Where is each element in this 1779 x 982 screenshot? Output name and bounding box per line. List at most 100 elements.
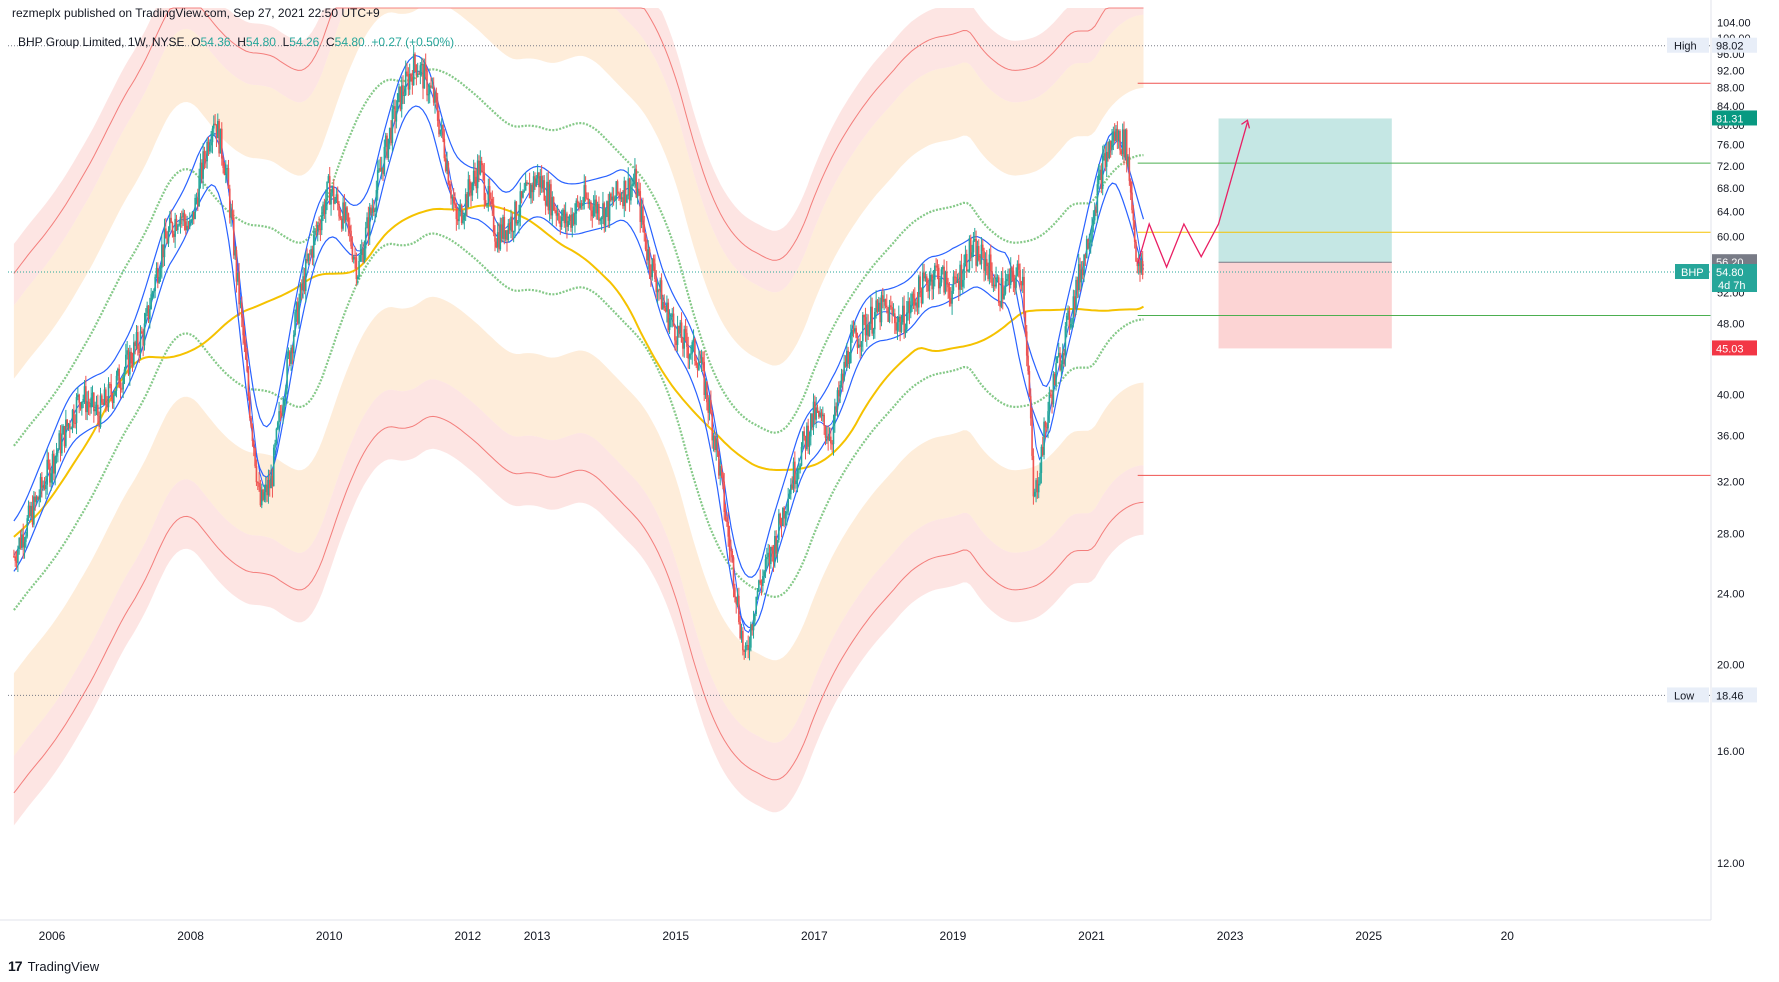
- candle-body: [948, 287, 951, 299]
- candle-body: [539, 176, 542, 188]
- time-tick-label: 2021: [1078, 929, 1105, 943]
- candle-body: [398, 86, 400, 94]
- candle-body: [904, 329, 907, 334]
- candle-body: [991, 271, 993, 286]
- candle-body: [21, 534, 23, 548]
- candle-body: [179, 216, 182, 225]
- candle-body: [242, 317, 244, 336]
- candle-body: [1077, 264, 1080, 291]
- candle-body: [674, 325, 676, 341]
- candle-body: [724, 512, 727, 520]
- candle-body: [981, 244, 984, 252]
- candle-body: [1015, 275, 1017, 288]
- candle-body: [436, 102, 439, 121]
- candle-body: [636, 188, 639, 198]
- candle-body: [1041, 446, 1044, 455]
- candle-body: [183, 212, 186, 222]
- candle-body: [848, 363, 851, 365]
- candle-body: [468, 179, 471, 190]
- candle-body: [656, 289, 659, 293]
- candle-body: [105, 389, 107, 405]
- candle-body: [366, 217, 368, 228]
- candle-body: [960, 264, 963, 287]
- candle-body: [1048, 394, 1051, 412]
- candle-body: [554, 210, 556, 212]
- candle-body: [719, 466, 722, 476]
- symbol-legend[interactable]: BHP Group Limited, 1W, NYSE O54.36 H54.8…: [18, 35, 454, 49]
- candle-body: [86, 401, 88, 413]
- candle-body: [766, 557, 768, 560]
- price-tag-countdown: 4d 7h: [1718, 280, 1746, 292]
- candle-body: [130, 351, 132, 364]
- candle-body: [111, 394, 114, 404]
- candle-body: [416, 73, 419, 76]
- candle-body: [568, 215, 571, 221]
- candle-body: [189, 220, 191, 227]
- candle-body: [107, 384, 110, 408]
- candle-body: [454, 203, 456, 206]
- candle-body: [599, 219, 602, 221]
- candle-body: [640, 206, 643, 223]
- price-tag: 18.46 Low: [1667, 687, 1757, 703]
- candle-body: [846, 350, 848, 367]
- candle-body: [35, 496, 38, 502]
- candle-body: [774, 536, 776, 563]
- candle-body: [304, 259, 307, 291]
- candle-body: [612, 196, 615, 201]
- candle-body: [702, 357, 704, 362]
- candle-body: [264, 484, 267, 493]
- candle-body: [672, 313, 675, 326]
- position-zones: [1218, 118, 1392, 349]
- candle-body: [913, 298, 916, 306]
- time-tick-label: 2012: [454, 929, 481, 943]
- candle-body: [276, 422, 279, 429]
- candle-body: [190, 220, 192, 222]
- candle-body: [1133, 220, 1136, 242]
- candle-body: [738, 595, 740, 622]
- candle-body: [1137, 261, 1140, 267]
- candle-body: [1043, 421, 1045, 455]
- candle-body: [900, 322, 903, 332]
- candle-body: [138, 348, 140, 354]
- candle-body: [572, 214, 575, 225]
- candle-body: [1135, 241, 1137, 262]
- candle-body: [298, 301, 300, 324]
- candle-body: [470, 189, 472, 196]
- candle-body: [799, 465, 801, 469]
- candle-body: [51, 453, 54, 474]
- candle-body: [243, 335, 246, 344]
- candle-body: [314, 230, 316, 235]
- candle-body: [97, 404, 99, 416]
- candle-body: [811, 413, 813, 427]
- candle-body: [574, 213, 576, 225]
- candle-body: [222, 158, 224, 168]
- candle-body: [195, 197, 198, 199]
- time-axis[interactable]: 2006 2008 2010 2012 2013 2015 2017 2019 2021 2023…: [39, 929, 1515, 943]
- candle-body: [1095, 209, 1097, 213]
- candle-body: [506, 230, 508, 240]
- candle-body: [1028, 371, 1031, 397]
- candle-body: [860, 341, 863, 347]
- candle-body: [318, 224, 320, 229]
- candle-body: [1113, 131, 1116, 141]
- candle-body: [818, 410, 820, 417]
- candle-body: [328, 176, 331, 205]
- price-tag: 81.31: [1712, 110, 1757, 126]
- candle-body: [708, 400, 711, 413]
- candle-body: [62, 426, 64, 435]
- candle-body: [408, 73, 411, 90]
- tradingview-footer[interactable]: 17 TradingView: [8, 958, 99, 974]
- candle-body: [584, 185, 587, 199]
- candle-body: [712, 435, 715, 441]
- candle-body: [770, 546, 772, 565]
- candle-body: [683, 329, 686, 349]
- candle-body: [519, 191, 522, 216]
- candle-body: [307, 253, 310, 262]
- candle-body: [883, 299, 885, 302]
- price-axis[interactable]: 104.00100.0096.0092.0088.0084.0080.0076.…: [1717, 18, 1751, 870]
- candle-body: [272, 447, 275, 486]
- candle-body: [912, 293, 915, 299]
- candle-body: [356, 276, 359, 280]
- candle-body: [310, 249, 312, 254]
